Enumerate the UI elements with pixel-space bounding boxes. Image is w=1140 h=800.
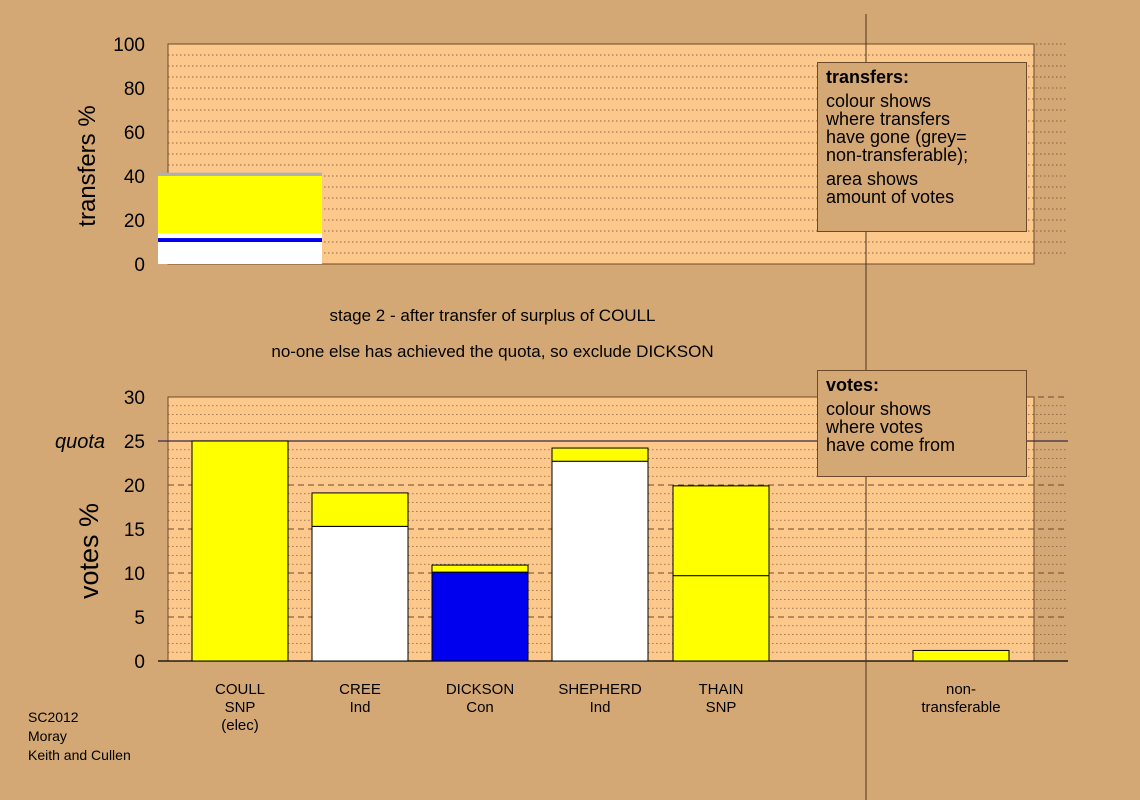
transfers-legend-line: area shows	[826, 169, 919, 189]
votes-y-tick-label: 30	[124, 388, 145, 409]
votes-category-label: Con	[466, 699, 494, 716]
votes-category-label: non-	[946, 681, 976, 698]
votes-category-label: SHEPHERD	[558, 681, 642, 698]
votes-bar	[912, 649, 1010, 662]
votes-bar-segment	[431, 571, 529, 662]
votes-bar	[551, 447, 649, 662]
votes-bar-segment	[551, 460, 649, 662]
credit-line: SC2012	[28, 709, 79, 725]
votes-category-label: SNP	[225, 699, 256, 716]
votes-category-labels: COULLSNP(elec)CREEIndDICKSONConSHEPHERDI…	[215, 681, 1001, 734]
credit-line: Keith and Cullen	[28, 747, 131, 763]
transfers-legend-title: transfers:	[826, 67, 910, 87]
transfers-y-tick-label: 40	[124, 167, 145, 188]
transfers-y-tick-label: 60	[124, 123, 145, 144]
votes-bar-segment	[431, 564, 529, 573]
quota-label: quota	[55, 431, 105, 453]
transfers-legend-line: colour shows	[826, 91, 932, 111]
votes-category-label: THAIN	[699, 681, 744, 698]
votes-bar	[431, 564, 529, 662]
transfers-legend-line: have gone (grey=	[826, 127, 967, 147]
votes-y-axis-label: votes %	[74, 503, 104, 599]
transfers-y-tick-label: 100	[113, 35, 145, 56]
transfers-bar-segment	[158, 238, 322, 242]
transfers-bars	[158, 172, 322, 264]
caption-line-2: no-one else has achieved the quota, so e…	[271, 342, 714, 361]
transfers-y-tick-label: 0	[134, 255, 145, 276]
transfers-y-axis-label: transfers %	[74, 105, 101, 226]
transfers-y-tick-label: 80	[124, 79, 145, 100]
votes-y-ticks: 0 5 10 15 20 25 30	[124, 388, 145, 673]
votes-y-tick-label: 15	[124, 520, 145, 541]
votes-y-tick-label: 10	[124, 564, 145, 585]
transfers-legend: transfers: colour shows where transfers …	[817, 62, 1027, 232]
votes-y-tick-label: 5	[134, 608, 145, 629]
transfers-y-ticks: 0 20 40 60 80 100	[113, 35, 145, 276]
votes-bar-segment	[551, 447, 649, 462]
credit-line: Moray	[28, 728, 67, 744]
transfers-bar-segment	[158, 176, 322, 234]
votes-legend-line: where votes	[826, 417, 924, 437]
votes-category-label: COULL	[215, 681, 265, 698]
transfers-bar-segment	[158, 242, 322, 264]
transfers-bar-segment	[158, 233, 322, 239]
votes-bar	[311, 492, 409, 662]
credits: SC2012 Moray Keith and Cullen	[28, 708, 131, 765]
transfers-legend-line: non-transferable);	[826, 145, 969, 165]
votes-category-label: transferable	[921, 699, 1000, 716]
votes-bar-segment	[672, 575, 770, 662]
votes-bar	[191, 440, 289, 662]
votes-legend: votes: colour shows where votes have com…	[817, 370, 1027, 477]
votes-category-label: SNP	[706, 699, 737, 716]
votes-bars	[191, 440, 1010, 662]
votes-category-label: DICKSON	[446, 681, 514, 698]
votes-legend-line: colour shows	[826, 399, 932, 419]
votes-bar-segment	[912, 649, 1010, 662]
votes-bar	[672, 485, 770, 662]
votes-category-label: Ind	[350, 699, 371, 716]
votes-category-label: (elec)	[221, 717, 259, 734]
votes-y-tick-label: 25	[124, 432, 145, 453]
votes-bar-segment	[191, 440, 289, 662]
votes-bar-segment	[311, 525, 409, 662]
votes-category-label: CREE	[339, 681, 381, 698]
votes-bar-segment	[672, 485, 770, 577]
votes-category-label: Ind	[590, 699, 611, 716]
votes-legend-line: have come from	[826, 435, 956, 455]
transfers-legend-line: amount of votes	[826, 187, 955, 207]
votes-legend-title: votes:	[826, 375, 880, 395]
votes-bar-segment	[311, 492, 409, 527]
transfers-legend-line: where transfers	[826, 109, 951, 129]
transfers-bar-segment	[158, 172, 322, 176]
caption-line-1: stage 2 - after transfer of surplus of C…	[329, 306, 656, 325]
votes-y-tick-label: 20	[124, 476, 145, 497]
votes-y-tick-label: 0	[134, 652, 145, 673]
transfers-y-tick-label: 20	[124, 211, 145, 232]
